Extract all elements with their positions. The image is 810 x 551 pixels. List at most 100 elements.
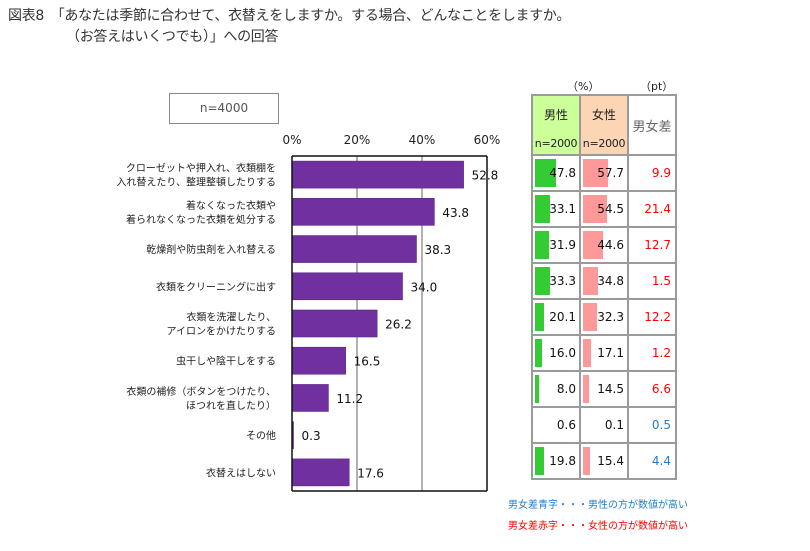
cell-female: 17.1 (579, 334, 629, 372)
gender-gap-value: 0.5 (651, 418, 671, 432)
chart-title: 図表8 「あなたは季節に合わせて、衣替えをしますか。する場合、どんなことをします… (8, 6, 570, 48)
header-male-label: 男性 (543, 108, 568, 122)
header-female: 女性 n=2000 (579, 94, 629, 156)
bar (291, 272, 403, 301)
bar (291, 458, 350, 487)
value-label: 52.8 (472, 169, 499, 183)
sample-size-box: n=4000 (169, 93, 279, 124)
cell-female: 44.6 (579, 226, 629, 264)
cell-bar-male (535, 303, 544, 331)
cell-bar-male (535, 159, 557, 187)
title-line-1: 図表8 「あなたは季節に合わせて、衣替えをしますか。する場合、どんなことをします… (8, 8, 571, 24)
cell-female: 14.5 (579, 370, 629, 408)
table-row: 33.1 54.5 21.4 (531, 190, 677, 228)
x-tick-label: 0% (282, 133, 301, 147)
value-label: 34.0 (411, 280, 438, 294)
table-row: 16.0 17.1 1.2 (531, 334, 677, 372)
category-label: クローゼットや押入れ、衣類棚を (126, 162, 276, 175)
header-male: 男性 n=2000 (531, 94, 581, 156)
cell-value-female: 0.1 (604, 418, 624, 432)
cell-bar-female (583, 339, 591, 367)
cell-male: 33.1 (531, 190, 581, 228)
cell-value-male: 33.1 (549, 202, 576, 216)
cell-value-male: 19.8 (549, 454, 576, 468)
cell-gender-gap: 1.2 (627, 334, 677, 372)
cell-gender-gap: 4.4 (627, 442, 677, 480)
gender-gap-value: 4.4 (651, 454, 671, 468)
value-label: 16.5 (354, 355, 381, 369)
cell-bar-male (535, 375, 539, 403)
cell-value-male: 8.0 (556, 382, 576, 396)
cell-male: 8.0 (531, 370, 581, 408)
x-tick-labels: 0% 20% 40% 60% (282, 133, 500, 147)
note-red-text: 男女差赤字・・・女性の方が数値が高い (508, 521, 688, 532)
cell-female: 34.8 (579, 262, 629, 300)
value-label: 11.2 (336, 392, 363, 406)
category-label: 着なくなった衣類や (186, 199, 276, 212)
cell-male: 47.8 (531, 154, 581, 192)
cell-female: 57.7 (579, 154, 629, 192)
cell-bar-female (583, 231, 603, 259)
gender-comparison-table: 男性 n=2000 女性 n=2000 男女差 47.8 57.7 9.9 33.1 5… (531, 94, 677, 480)
cell-value-female: 32.3 (597, 310, 624, 324)
gender-gap-value: 12.7 (644, 238, 671, 252)
table-row: 33.3 34.8 1.5 (531, 262, 677, 300)
cell-value-male: 33.3 (549, 274, 576, 288)
cell-male: 33.3 (531, 262, 581, 300)
bar (291, 384, 329, 412)
value-label: 17.6 (357, 466, 384, 480)
cell-male: 16.0 (531, 334, 581, 372)
cell-value-female: 54.5 (597, 202, 624, 216)
cell-bar-male (535, 195, 550, 223)
cell-bar-female (583, 267, 599, 295)
cell-bar-female (583, 159, 609, 187)
header-gender-gap: 男女差 (627, 94, 677, 156)
title-line-2: （お答えはいくつでも）」への回答 (66, 29, 279, 45)
cell-male: 31.9 (531, 226, 581, 264)
cell-gender-gap: 12.7 (627, 226, 677, 264)
x-tick-label: 60% (474, 133, 501, 147)
gender-gap-value: 12.2 (644, 310, 671, 324)
cell-bar-female (583, 195, 607, 223)
category-label: その他 (246, 429, 276, 442)
gender-gap-value: 1.2 (651, 346, 671, 360)
bars (291, 160, 464, 487)
value-label: 0.3 (302, 429, 321, 443)
category-label: 衣替えはしない (206, 466, 276, 479)
header-male-n: n=2000 (534, 137, 578, 150)
bar-chart: 0% 20% 40% 60% クローゼットや押入れ、衣類棚を入れ替えたり、整理整頓した… (116, 133, 500, 492)
category-label: 衣類の補修（ボタンをつけたり、 (126, 385, 276, 398)
bar (291, 160, 464, 189)
table-row: 0.6 0.1 0.5 (531, 406, 677, 444)
category-label: 入れ替えたり、整理整頓したりする (116, 176, 276, 189)
cell-bar-female (583, 303, 598, 331)
cell-bar-female (583, 375, 590, 403)
cell-value-male: 0.6 (556, 418, 576, 432)
cell-value-female: 17.1 (597, 346, 624, 360)
cell-bar-male (535, 339, 543, 367)
cell-gender-gap: 12.2 (627, 298, 677, 336)
table-row: 19.8 15.4 4.4 (531, 442, 677, 480)
note-blue: 男女差青字・・・男性の方が数値が高い (508, 496, 688, 511)
cell-gender-gap: 9.9 (627, 154, 677, 192)
note-blue-text: 男女差青字・・・男性の方が数値が高い (508, 500, 688, 511)
value-label: 38.3 (424, 243, 451, 257)
cell-value-female: 15.4 (597, 454, 624, 468)
cell-value-female: 57.7 (597, 166, 624, 180)
cell-male: 0.6 (531, 406, 581, 444)
gender-gap-value: 9.9 (651, 166, 671, 180)
cell-female: 0.1 (579, 406, 629, 444)
category-label: ほつれを直したり） (186, 399, 276, 412)
cell-bar-male (535, 231, 550, 259)
cell-gender-gap: 1.5 (627, 262, 677, 300)
cell-value-male: 47.8 (549, 166, 576, 180)
header-female-n: n=2000 (582, 137, 626, 150)
category-label: 衣類を洗濯したり、 (186, 311, 276, 324)
x-tick-label: 20% (344, 133, 371, 147)
cell-value-male: 31.9 (549, 238, 576, 252)
plot-frame (291, 155, 488, 492)
category-label: アイロンをかけたりする (167, 326, 277, 338)
cell-gender-gap: 21.4 (627, 190, 677, 228)
gender-gap-value: 1.5 (651, 274, 671, 288)
table-row: 20.1 32.3 12.2 (531, 298, 677, 336)
